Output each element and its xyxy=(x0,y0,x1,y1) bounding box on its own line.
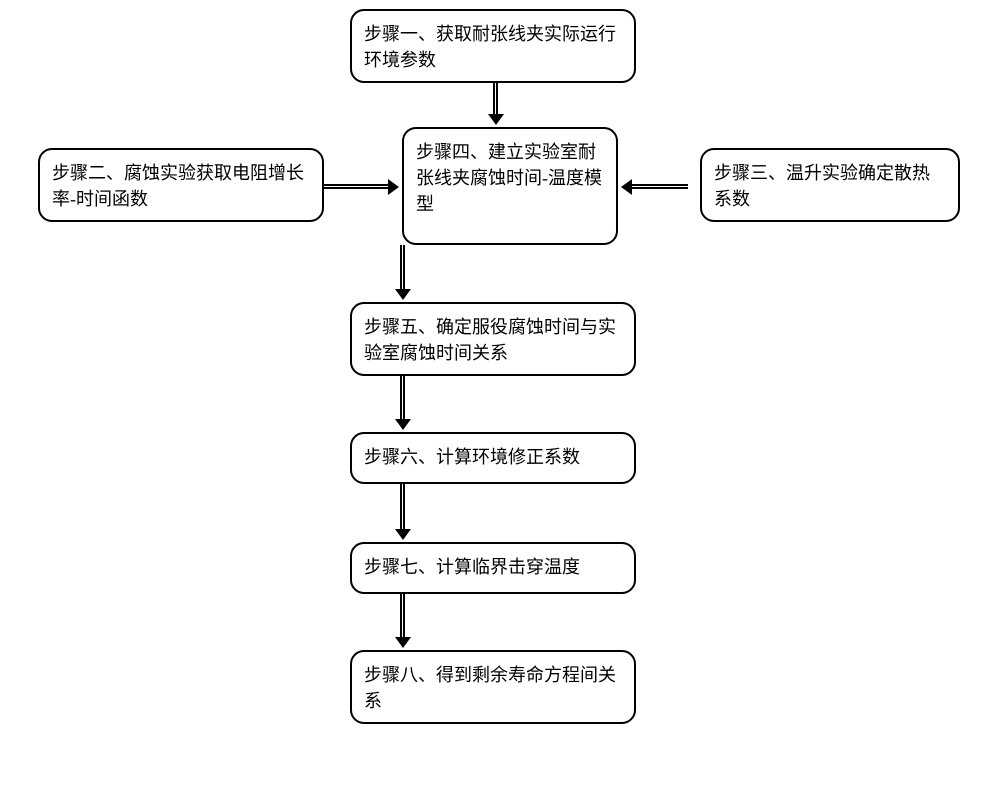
step-1: 步骤一、获取耐张线夹实际运行环境参数 xyxy=(350,9,636,83)
step-7-text: 步骤七、计算临界击穿温度 xyxy=(364,557,580,577)
step-4: 步骤四、建立实验室耐张线夹腐蚀时间-温度模型 xyxy=(402,127,618,245)
step-3-text: 步骤三、温升实验确定散热系数 xyxy=(714,163,930,209)
arrow-1-4 xyxy=(493,83,495,116)
step-4-text: 步骤四、建立实验室耐张线夹腐蚀时间-温度模型 xyxy=(416,142,602,214)
arrow-2-4 xyxy=(324,184,390,186)
flowchart-stage: 步骤一、获取耐张线夹实际运行环境参数 步骤二、腐蚀实验获取电阻增长率-时间函数 … xyxy=(0,0,1000,811)
arrow-6-7 xyxy=(400,484,402,531)
arrow-4-5 xyxy=(400,245,402,291)
step-6-text: 步骤六、计算环境修正系数 xyxy=(364,447,580,467)
step-6: 步骤六、计算环境修正系数 xyxy=(350,432,636,484)
step-7: 步骤七、计算临界击穿温度 xyxy=(350,542,636,594)
arrow-5-6 xyxy=(400,376,402,421)
step-1-text: 步骤一、获取耐张线夹实际运行环境参数 xyxy=(364,24,616,70)
step-5: 步骤五、确定服役腐蚀时间与实验室腐蚀时间关系 xyxy=(350,302,636,376)
step-5-text: 步骤五、确定服役腐蚀时间与实验室腐蚀时间关系 xyxy=(364,317,616,363)
step-2: 步骤二、腐蚀实验获取电阻增长率-时间函数 xyxy=(38,148,324,222)
step-2-text: 步骤二、腐蚀实验获取电阻增长率-时间函数 xyxy=(52,163,304,209)
step-3: 步骤三、温升实验确定散热系数 xyxy=(700,148,960,222)
arrow-7-8 xyxy=(400,594,402,639)
arrow-3-4 xyxy=(630,184,688,186)
step-8: 步骤八、得到剩余寿命方程间关系 xyxy=(350,650,636,724)
step-8-text: 步骤八、得到剩余寿命方程间关系 xyxy=(364,665,616,711)
